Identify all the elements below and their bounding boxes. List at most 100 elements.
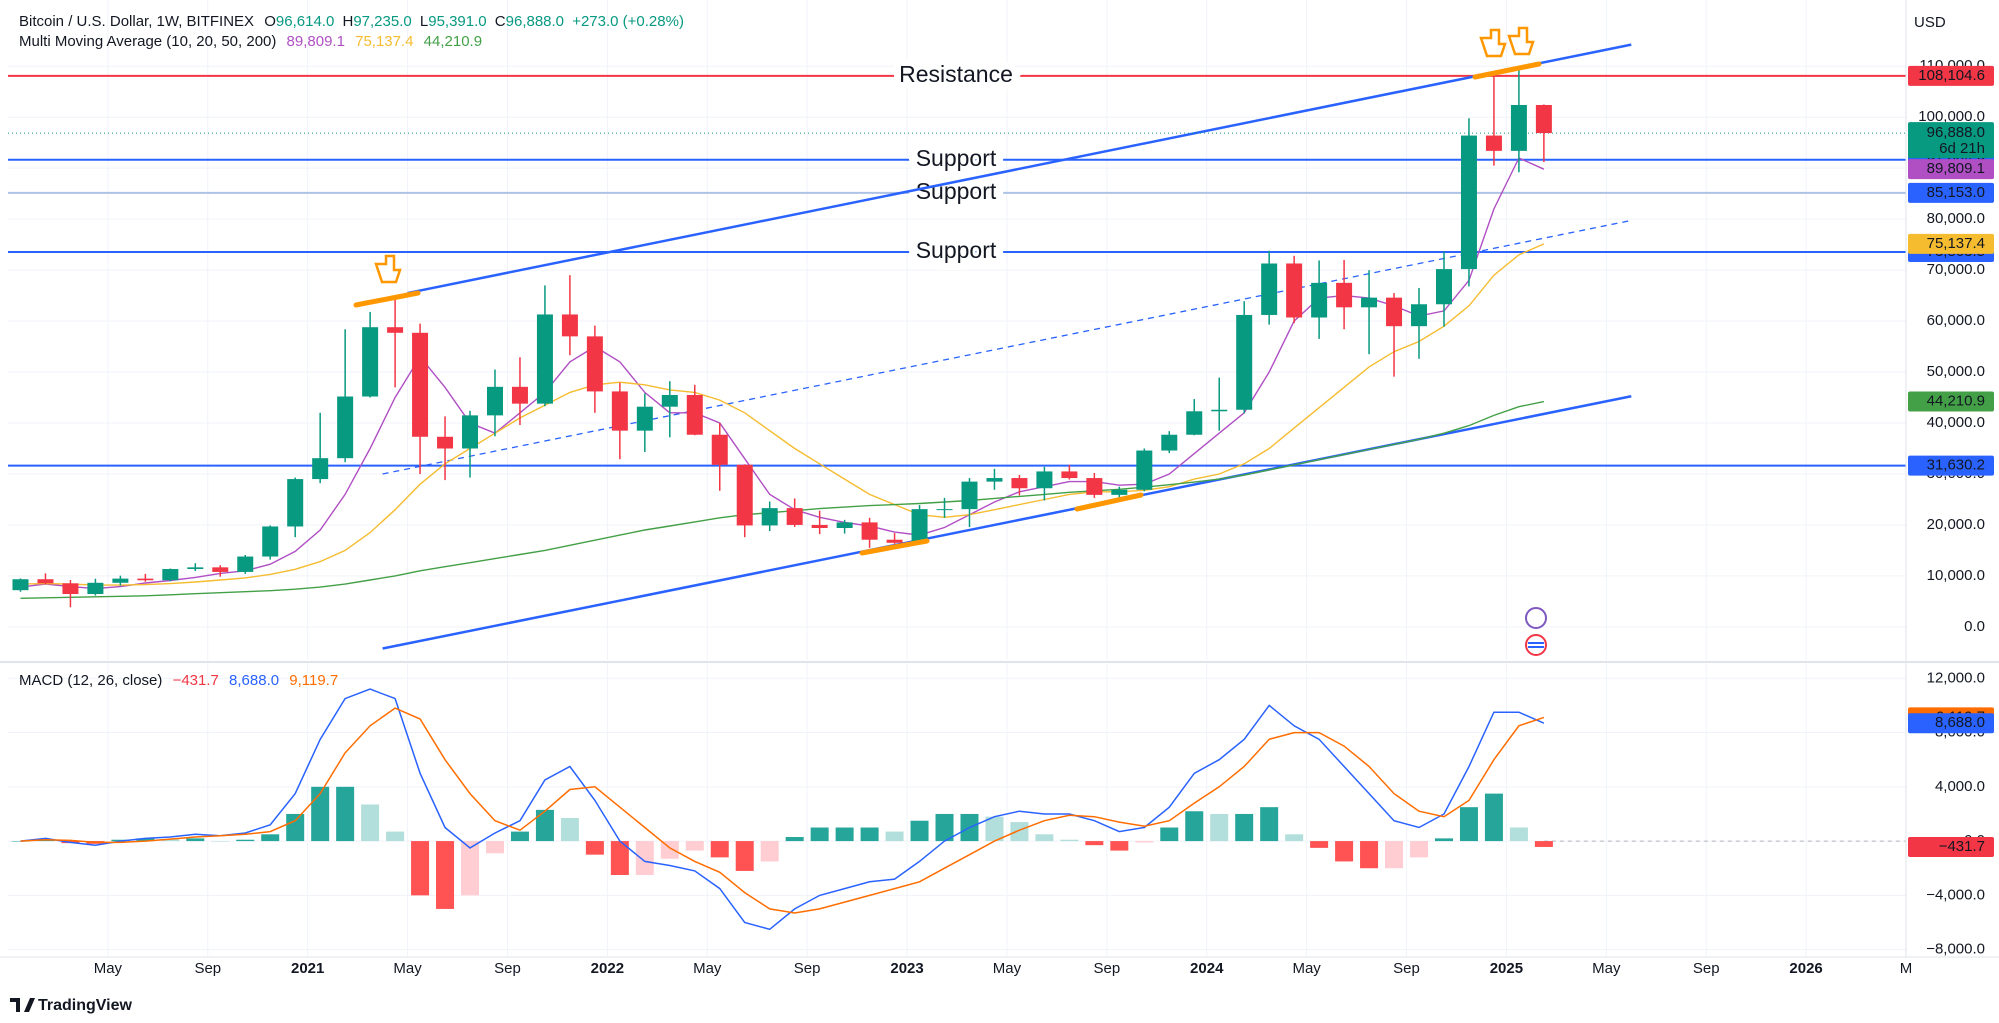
candle-body — [1136, 450, 1153, 490]
histogram-bar — [485, 841, 504, 854]
histogram-bar — [785, 837, 804, 842]
histogram-bar — [311, 786, 330, 842]
trendline — [382, 219, 1632, 475]
price-tag — [1908, 391, 1994, 412]
candle-body — [1061, 471, 1078, 479]
candle-body — [1211, 409, 1228, 412]
macd-value: 8,688.0 — [229, 672, 279, 689]
histogram-bar — [610, 841, 629, 876]
ohlc-value: 97,235.0 — [353, 13, 411, 30]
y-tick-label: 40,000.0 — [1927, 414, 1985, 431]
ohlc-label: C — [495, 13, 506, 30]
y-tick-label: 100,000.0 — [1918, 108, 1985, 125]
histogram-bar — [1085, 841, 1104, 846]
candle-body — [1485, 135, 1502, 151]
histogram-bar — [1210, 813, 1229, 842]
ma-value: 44,210.9 — [424, 33, 482, 50]
indicator-title: Multi Moving Average (10, 20, 50, 200) — [19, 33, 276, 50]
candle-body — [1411, 304, 1428, 327]
y-tick-label: 20,000.0 — [1927, 516, 1985, 533]
candle-body — [1036, 471, 1053, 489]
candle-body — [661, 394, 678, 407]
candle-body — [611, 391, 628, 431]
hand-icons — [374, 26, 1535, 284]
histogram-bar — [935, 813, 954, 842]
histogram-bar — [535, 809, 554, 842]
price-tag-label: 85,153.0 — [1927, 184, 1985, 201]
highlights — [353, 61, 1542, 556]
change: +273.0 (+0.28%) — [572, 13, 684, 30]
ohlc-label: O — [264, 13, 276, 30]
price-tag-label: 8,688.0 — [1935, 714, 1985, 731]
candle-body — [861, 522, 878, 540]
histogram-bar — [286, 813, 305, 842]
histogram-bar — [1434, 838, 1453, 842]
level-label: Support — [916, 237, 997, 263]
highlight — [1472, 61, 1542, 80]
candle-body — [1236, 314, 1253, 410]
event-icon — [1528, 642, 1544, 648]
candle-body — [437, 436, 454, 449]
histogram-bar — [1160, 827, 1179, 842]
brand-name: TradingView — [38, 997, 133, 1014]
histogram-bar — [635, 841, 654, 876]
level-label: Support — [916, 145, 997, 171]
macd-title: MACD (12, 26, close) — [19, 672, 162, 689]
histogram-bar — [161, 839, 180, 842]
candle-body — [1111, 489, 1128, 495]
candle-body — [886, 539, 903, 543]
y-tick-label: −8,000.0 — [1926, 941, 1985, 958]
histogram-bar — [11, 841, 30, 842]
x-tick-label: Sep — [1093, 960, 1120, 977]
histogram-bar — [735, 841, 754, 871]
y-tick-label: 70,000.0 — [1927, 261, 1985, 278]
x-tick-label: May — [393, 960, 422, 977]
candle-body — [1286, 263, 1303, 318]
price-tag — [1908, 122, 1994, 159]
candle-body — [911, 509, 928, 543]
moving-average — [20, 400, 1545, 599]
candle-body — [187, 567, 204, 570]
x-tick-label: 2026 — [1789, 960, 1822, 977]
price-tag — [1908, 713, 1994, 734]
y-tick-label: 12,000.0 — [1927, 669, 1985, 686]
candle-body — [1460, 135, 1477, 270]
x-tick-label: M — [1900, 960, 1913, 977]
y-tick-label: 4,000.0 — [1935, 778, 1985, 795]
candle-body — [287, 479, 304, 527]
candle-body — [1535, 104, 1552, 134]
price-tag-label: 44,210.9 — [1927, 393, 1985, 410]
histogram-bar — [1310, 841, 1329, 848]
hand-icon — [374, 254, 402, 284]
x-tick-label: 2025 — [1490, 960, 1523, 977]
macd-value: 9,119.7 — [289, 672, 338, 689]
countdown: 6d 21h — [1939, 140, 1985, 157]
histogram-bar — [1484, 793, 1503, 842]
candle-body — [1011, 478, 1028, 489]
histogram-bar — [660, 841, 679, 859]
price-tag — [1908, 455, 1994, 476]
histogram-bar — [1285, 834, 1304, 842]
histogram-bar — [411, 841, 430, 896]
candle-body — [1336, 282, 1353, 308]
candle-body — [1161, 434, 1178, 451]
candle-body — [686, 394, 703, 435]
histogram-bar — [361, 804, 380, 842]
candle-body — [362, 327, 379, 397]
histogram-bar — [1459, 807, 1478, 842]
histogram-bar — [1335, 841, 1354, 862]
candle-body — [761, 508, 778, 526]
candle-body — [1311, 282, 1328, 318]
candle-body — [486, 386, 503, 416]
histogram-bar — [585, 841, 604, 855]
highlight — [859, 538, 930, 556]
highlight — [353, 290, 421, 308]
ma-value: 89,809.1 — [287, 33, 345, 50]
histogram-bar — [810, 827, 829, 842]
price-tag-label: 96,888.0 — [1927, 124, 1985, 141]
brand-logo — [10, 998, 35, 1012]
candle-body — [62, 583, 79, 594]
y-tick-label: 60,000.0 — [1927, 312, 1985, 329]
candle-body — [511, 386, 528, 404]
